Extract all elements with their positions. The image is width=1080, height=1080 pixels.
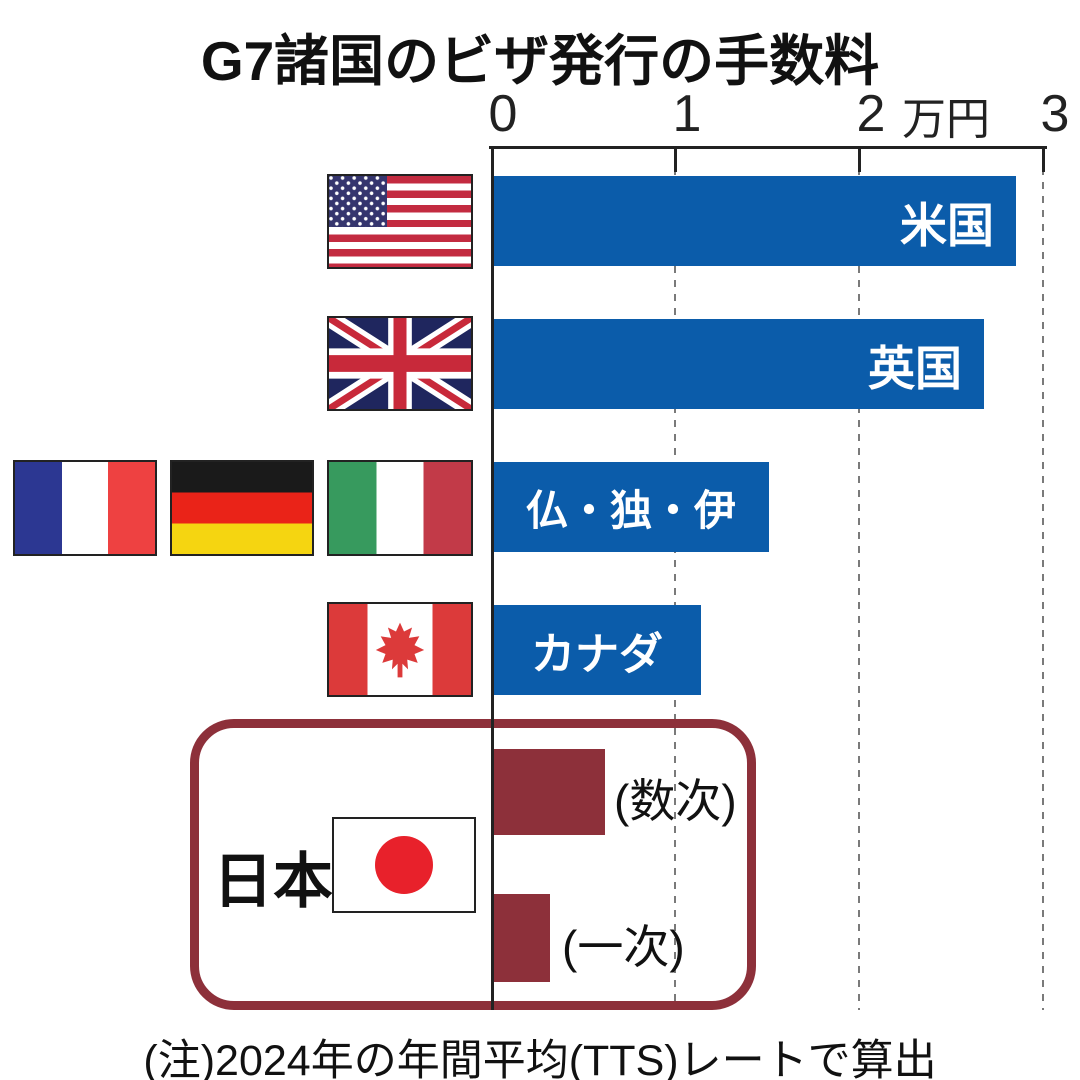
union-jack-icon <box>329 318 471 409</box>
bar-label-japan-multiple: (数次) <box>614 775 737 827</box>
bar-japan-single <box>493 894 550 982</box>
france-flag <box>13 460 157 556</box>
x-axis-line <box>489 146 1047 149</box>
japan-group-box <box>190 719 756 1010</box>
maple-leaf-icon <box>375 622 425 677</box>
germany-flag <box>170 460 314 556</box>
chart-title: G7諸国のビザ発行の手数料 <box>200 30 880 92</box>
x-tick-label-1: 1 <box>672 85 702 143</box>
bar-label-uk: 英国 <box>868 341 962 395</box>
x-tick-2 <box>858 148 861 172</box>
bar-label-japan-single: (一次) <box>562 921 685 973</box>
bar-usa: 米国 <box>493 176 1016 266</box>
gridline-2 <box>858 168 860 1010</box>
canada-flag <box>327 602 473 697</box>
bar-japan-multiple <box>493 749 605 835</box>
source-note: (注)2024年の年間平均(TTS)レートで算出 <box>143 1037 937 1080</box>
uk-flag <box>327 316 473 411</box>
y-axis-line <box>491 146 494 1010</box>
bar-canada: カナダ <box>493 605 701 695</box>
gridline-1 <box>674 168 676 1010</box>
bar-label-usa: 米国 <box>900 198 994 252</box>
gridline-3 <box>1042 168 1044 1010</box>
us-flag-canton <box>329 176 387 227</box>
italy-flag <box>327 460 473 556</box>
bar-fr-de-it: 仏・独・伊 <box>493 462 769 552</box>
us-flag <box>327 174 473 269</box>
x-tick-label-3: 3 <box>1040 85 1070 143</box>
x-tick-label-0: 0 <box>488 85 518 143</box>
x-tick-1 <box>674 148 677 172</box>
japan-flag-sun-icon <box>375 836 433 894</box>
axis-unit-label: 万円 <box>902 95 990 144</box>
x-tick-3 <box>1042 148 1045 172</box>
bar-label-fr-de-it: 仏・独・伊 <box>525 486 736 534</box>
x-tick-label-2: 2 <box>856 85 886 143</box>
japan-flag <box>332 817 476 913</box>
bar-uk: 英国 <box>493 319 984 409</box>
japan-group-label: 日本 <box>213 848 333 915</box>
bar-label-canada: カナダ <box>531 630 663 679</box>
